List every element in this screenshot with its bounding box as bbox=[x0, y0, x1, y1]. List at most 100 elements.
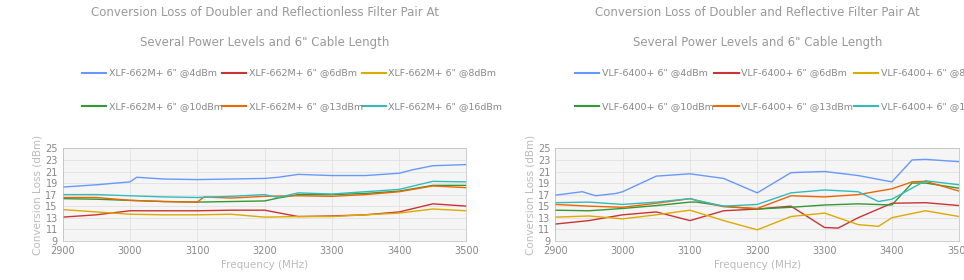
XLF-662M+ 6" @6dBm bbox=[124, 209, 136, 213]
XLF-662M+ 6" @8dBm bbox=[57, 208, 68, 211]
VLF-6400+ 6" @4dBm bbox=[684, 172, 696, 176]
XLF-662M+ 6" @16dBm bbox=[461, 180, 472, 184]
Line: VLF-6400+ 6" @8dBm: VLF-6400+ 6" @8dBm bbox=[555, 210, 959, 230]
VLF-6400+ 6" @8dBm bbox=[549, 215, 561, 219]
Text: VLF-6400+ 6" @8dBm: VLF-6400+ 6" @8dBm bbox=[881, 68, 964, 77]
XLF-662M+ 6" @8dBm bbox=[292, 215, 304, 218]
VLF-6400+ 6" @13dBm bbox=[583, 204, 595, 208]
VLF-6400+ 6" @4dBm bbox=[785, 171, 796, 174]
XLF-662M+ 6" @4dBm bbox=[461, 163, 472, 166]
VLF-6400+ 6" @4dBm bbox=[818, 170, 830, 173]
VLF-6400+ 6" @6dBm bbox=[583, 219, 595, 222]
VLF-6400+ 6" @16dBm bbox=[818, 188, 830, 192]
Line: VLF-6400+ 6" @10dBm: VLF-6400+ 6" @10dBm bbox=[555, 183, 959, 211]
VLF-6400+ 6" @10dBm bbox=[818, 203, 830, 207]
VLF-6400+ 6" @13dBm bbox=[953, 190, 964, 193]
Text: XLF-662M+ 6" @4dBm: XLF-662M+ 6" @4dBm bbox=[109, 68, 217, 77]
VLF-6400+ 6" @16dBm bbox=[583, 200, 595, 204]
VLF-6400+ 6" @13dBm bbox=[684, 197, 696, 200]
XLF-662M+ 6" @13dBm bbox=[158, 200, 170, 203]
VLF-6400+ 6" @10dBm bbox=[718, 204, 730, 208]
XLF-662M+ 6" @13dBm bbox=[427, 184, 439, 188]
VLF-6400+ 6" @4dBm bbox=[752, 191, 763, 195]
XLF-662M+ 6" @8dBm bbox=[360, 213, 371, 216]
VLF-6400+ 6" @13dBm bbox=[752, 207, 763, 210]
VLF-6400+ 6" @10dBm bbox=[785, 206, 796, 209]
XLF-662M+ 6" @6dBm bbox=[158, 209, 170, 213]
XLF-662M+ 6" @8dBm bbox=[192, 213, 203, 216]
XLF-662M+ 6" @10dBm bbox=[158, 200, 170, 203]
XLF-662M+ 6" @10dBm bbox=[461, 184, 472, 187]
XLF-662M+ 6" @10dBm bbox=[427, 184, 439, 187]
VLF-6400+ 6" @16dBm bbox=[549, 201, 561, 204]
Line: VLF-6400+ 6" @16dBm: VLF-6400+ 6" @16dBm bbox=[555, 181, 959, 206]
VLF-6400+ 6" @13dBm bbox=[920, 180, 931, 183]
VLF-6400+ 6" @8dBm bbox=[718, 219, 730, 222]
VLF-6400+ 6" @13dBm bbox=[818, 195, 830, 199]
VLF-6400+ 6" @10dBm bbox=[651, 204, 662, 207]
VLF-6400+ 6" @10dBm bbox=[852, 202, 864, 206]
XLF-662M+ 6" @8dBm bbox=[427, 207, 439, 211]
VLF-6400+ 6" @13dBm bbox=[691, 199, 703, 202]
XLF-662M+ 6" @4dBm bbox=[226, 177, 237, 181]
VLF-6400+ 6" @16dBm bbox=[953, 183, 964, 186]
XLF-662M+ 6" @4dBm bbox=[360, 174, 371, 177]
VLF-6400+ 6" @8dBm bbox=[651, 213, 662, 216]
XLF-662M+ 6" @8dBm bbox=[91, 210, 102, 214]
XLF-662M+ 6" @8dBm bbox=[124, 213, 136, 216]
XLF-662M+ 6" @4dBm bbox=[407, 168, 418, 171]
Line: XLF-662M+ 6" @16dBm: XLF-662M+ 6" @16dBm bbox=[63, 181, 467, 197]
XLF-662M+ 6" @13dBm bbox=[258, 195, 270, 198]
VLF-6400+ 6" @4dBm bbox=[617, 190, 629, 193]
VLF-6400+ 6" @16dBm bbox=[651, 200, 662, 204]
VLF-6400+ 6" @8dBm bbox=[684, 209, 696, 212]
VLF-6400+ 6" @8dBm bbox=[818, 211, 830, 215]
Text: XLF-662M+ 6" @16dBm: XLF-662M+ 6" @16dBm bbox=[388, 102, 502, 111]
Text: Conversion Loss of Doubler and Reflectionless Filter Pair At: Conversion Loss of Doubler and Reflectio… bbox=[91, 6, 439, 18]
Line: XLF-662M+ 6" @8dBm: XLF-662M+ 6" @8dBm bbox=[63, 209, 467, 217]
XLF-662M+ 6" @16dBm bbox=[91, 193, 102, 196]
VLF-6400+ 6" @6dBm bbox=[818, 226, 830, 229]
XLF-662M+ 6" @10dBm bbox=[124, 199, 136, 202]
VLF-6400+ 6" @16dBm bbox=[785, 191, 796, 195]
XLF-662M+ 6" @13dBm bbox=[124, 199, 136, 202]
Text: VLF-6400+ 6" @6dBm: VLF-6400+ 6" @6dBm bbox=[741, 68, 847, 77]
Line: XLF-662M+ 6" @4dBm: XLF-662M+ 6" @4dBm bbox=[63, 165, 467, 187]
VLF-6400+ 6" @6dBm bbox=[832, 227, 844, 230]
VLF-6400+ 6" @4dBm bbox=[718, 177, 730, 180]
XLF-662M+ 6" @4dBm bbox=[192, 178, 203, 181]
XLF-662M+ 6" @16dBm bbox=[292, 191, 304, 195]
Line: XLF-662M+ 6" @6dBm: XLF-662M+ 6" @6dBm bbox=[63, 204, 467, 217]
Line: VLF-6400+ 6" @6dBm: VLF-6400+ 6" @6dBm bbox=[555, 203, 959, 228]
X-axis label: Frequency (MHz): Frequency (MHz) bbox=[713, 260, 801, 270]
Text: VLF-6400+ 6" @13dBm: VLF-6400+ 6" @13dBm bbox=[741, 102, 853, 111]
XLF-662M+ 6" @8dBm bbox=[158, 213, 170, 216]
Y-axis label: Conversion Loss (dBm): Conversion Loss (dBm) bbox=[525, 134, 535, 255]
XLF-662M+ 6" @13dBm bbox=[192, 200, 203, 204]
VLF-6400+ 6" @8dBm bbox=[752, 228, 763, 232]
VLF-6400+ 6" @8dBm bbox=[953, 215, 964, 218]
XLF-662M+ 6" @16dBm bbox=[57, 193, 68, 196]
VLF-6400+ 6" @4dBm bbox=[610, 192, 622, 195]
XLF-662M+ 6" @6dBm bbox=[192, 209, 203, 213]
VLF-6400+ 6" @13dBm bbox=[852, 193, 864, 196]
VLF-6400+ 6" @8dBm bbox=[920, 209, 931, 213]
XLF-662M+ 6" @10dBm bbox=[326, 193, 337, 196]
XLF-662M+ 6" @10dBm bbox=[272, 196, 283, 200]
Text: XLF-662M+ 6" @8dBm: XLF-662M+ 6" @8dBm bbox=[388, 68, 496, 77]
VLF-6400+ 6" @10dBm bbox=[953, 186, 964, 190]
XLF-662M+ 6" @6dBm bbox=[91, 213, 102, 216]
XLF-662M+ 6" @6dBm bbox=[57, 215, 68, 219]
XLF-662M+ 6" @6dBm bbox=[461, 204, 472, 208]
XLF-662M+ 6" @4dBm bbox=[272, 176, 283, 179]
XLF-662M+ 6" @6dBm bbox=[226, 209, 237, 212]
XLF-662M+ 6" @16dBm bbox=[192, 196, 203, 199]
VLF-6400+ 6" @8dBm bbox=[852, 223, 864, 226]
VLF-6400+ 6" @13dBm bbox=[718, 205, 730, 208]
VLF-6400+ 6" @6dBm bbox=[617, 213, 629, 216]
VLF-6400+ 6" @13dBm bbox=[617, 206, 629, 209]
XLF-662M+ 6" @4dBm bbox=[57, 185, 68, 189]
VLF-6400+ 6" @8dBm bbox=[617, 217, 629, 221]
VLF-6400+ 6" @16dBm bbox=[691, 199, 703, 202]
XLF-662M+ 6" @13dBm bbox=[326, 195, 337, 198]
